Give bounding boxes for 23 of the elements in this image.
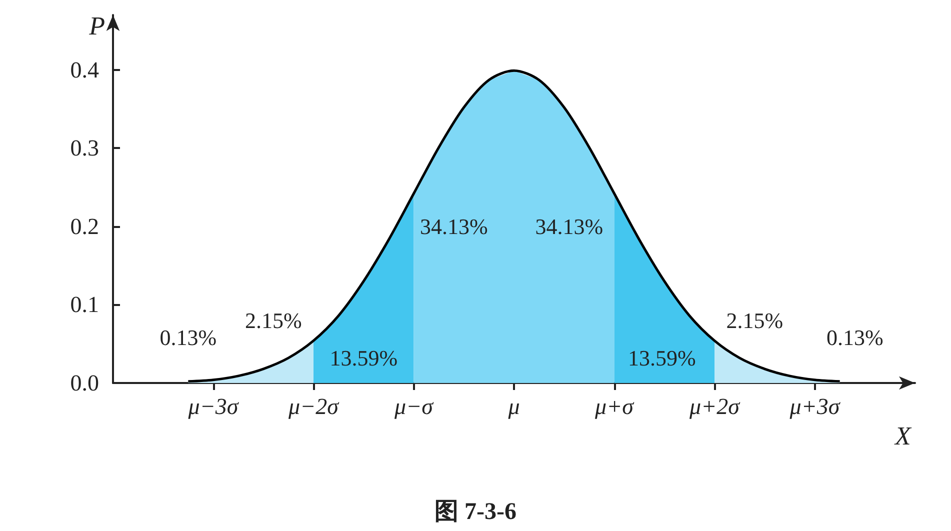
annotation: 2.15% xyxy=(726,308,784,333)
x-tick-label: μ xyxy=(507,394,520,419)
y-tick-label: 0.1 xyxy=(70,292,99,318)
y-tick-label: 0.4 xyxy=(70,57,100,82)
y-axis-title: P xyxy=(88,12,106,40)
text: 图 7-3-6 xyxy=(434,499,516,525)
annotation: 2.15% xyxy=(244,308,302,333)
annotation: 34.13% xyxy=(420,214,488,239)
x-tick-label: μ−2σ xyxy=(288,394,340,419)
annotation: 13.59% xyxy=(330,345,398,370)
annotation: 34.13% xyxy=(535,214,604,239)
annotation: 0.13% xyxy=(160,325,217,350)
y-tick-label: 0.2 xyxy=(70,214,99,239)
y-tick-label: 0.0 xyxy=(70,370,99,396)
x-tick-label: μ+2σ xyxy=(688,394,742,419)
x-tick-label: μ−3σ xyxy=(187,394,240,419)
annotation: 0.13% xyxy=(826,325,884,350)
x-tick-label: μ+σ xyxy=(594,394,636,419)
x-tick-label: μ−σ xyxy=(394,394,435,419)
annotation: 13.59% xyxy=(628,345,696,370)
y-tick-label: 0.3 xyxy=(70,136,99,161)
x-tick-label: μ+3σ xyxy=(788,394,842,419)
x-axis-title: X xyxy=(894,422,912,450)
